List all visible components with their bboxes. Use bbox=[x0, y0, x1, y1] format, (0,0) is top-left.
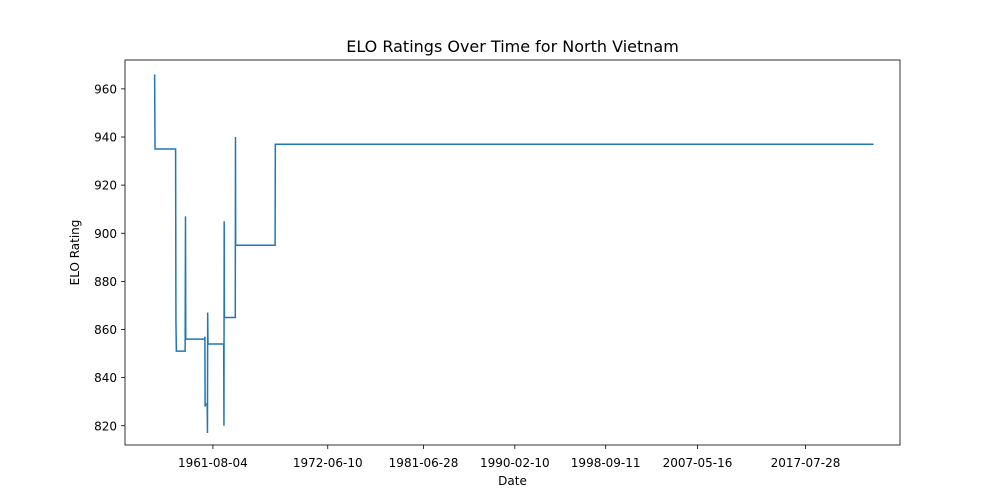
x-tick-label: 2007-05-16 bbox=[663, 456, 733, 470]
axes-frame bbox=[124, 59, 901, 446]
x-tick-label: 1981-06-28 bbox=[389, 456, 459, 470]
y-tick-label: 880 bbox=[94, 275, 117, 289]
x-tick-label: 1990-02-10 bbox=[480, 456, 550, 470]
x-tick-label: 2017-07-28 bbox=[771, 456, 841, 470]
y-tick-label: 900 bbox=[94, 227, 117, 241]
series-line bbox=[153, 74, 874, 433]
plot-area bbox=[124, 59, 901, 446]
y-tick-label: 960 bbox=[94, 82, 117, 96]
x-axis-ticks: 1961-08-04 1972-06-10 1981-06-28 1990-02-10… bbox=[178, 445, 840, 470]
y-axis-label: ELO Rating bbox=[68, 220, 82, 286]
y-tick-label: 820 bbox=[94, 419, 117, 433]
chart-title: ELO Ratings Over Time for North Vietnam bbox=[346, 37, 679, 56]
y-tick-label: 840 bbox=[94, 371, 117, 385]
y-tick-label: 860 bbox=[94, 323, 117, 337]
x-axis-label: Date bbox=[498, 474, 527, 488]
x-tick-label: 1961-08-04 bbox=[178, 456, 248, 470]
y-tick-label: 920 bbox=[94, 179, 117, 193]
x-tick-label: 1972-06-10 bbox=[293, 456, 363, 470]
y-axis-ticks: 820 840 860 880 900 920 940 960 bbox=[94, 82, 125, 433]
x-tick-label: 1998-09-11 bbox=[571, 456, 641, 470]
y-tick-label: 940 bbox=[94, 131, 117, 145]
axes-background bbox=[125, 60, 900, 445]
